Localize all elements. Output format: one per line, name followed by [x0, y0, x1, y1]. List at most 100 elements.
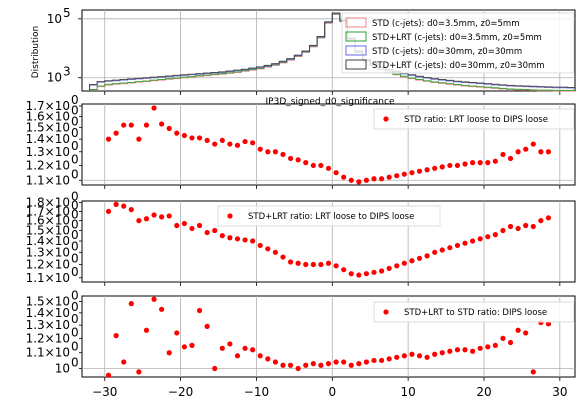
scatter-point: [530, 141, 536, 147]
scatter-point: [166, 350, 172, 356]
y-tick-exponent: 0: [71, 208, 79, 222]
y-tick-exponent: 0: [71, 356, 79, 370]
scatter-point: [113, 333, 119, 339]
y-tick-label: 1.6×10: [26, 109, 70, 123]
scatter-point: [234, 236, 241, 242]
scatter-point: [432, 165, 438, 171]
y-tick-exponent: 0: [71, 239, 79, 253]
scatter-point: [219, 137, 225, 143]
scatter-point: [454, 162, 461, 169]
scatter-point: [386, 174, 392, 180]
scatter-point: [348, 271, 354, 277]
scatter-point: [363, 359, 370, 365]
scatter-point: [333, 359, 339, 365]
scatter-point: [394, 263, 400, 269]
scatter-point: [196, 222, 203, 229]
y-tick-exponent: 0: [71, 228, 79, 242]
scatter-point: [432, 351, 438, 357]
scatter-point: [523, 146, 529, 152]
x-tick-label: −20: [168, 385, 193, 399]
scatter-point: [470, 238, 476, 244]
scatter-point: [348, 362, 354, 368]
legend-label: STD+LRT ratio: LRT loose to DIPS loose: [248, 212, 414, 222]
scatter-point: [341, 267, 347, 273]
scatter-point: [257, 146, 263, 152]
legend-label: STD+LRT (c-jets): d0=30mm, z0=30mm: [372, 61, 545, 71]
scatter-point: [303, 362, 309, 368]
x-tick-label: 30: [552, 385, 567, 399]
y-tick-label: 1.5×10: [26, 120, 70, 134]
scatter-point: [424, 354, 430, 360]
scatter-point: [105, 208, 112, 215]
scatter-point: [174, 130, 180, 136]
scatter-point: [181, 132, 187, 139]
scatter-point: [477, 236, 483, 242]
scatter-point: [500, 151, 506, 158]
y-tick-label: 1.6×10: [26, 214, 70, 228]
scatter-point: [378, 357, 385, 364]
legend-marker: [383, 116, 389, 122]
scatter-point: [492, 158, 498, 164]
legend-box: [341, 12, 575, 74]
y-tick-label: 1.1×10: [26, 346, 70, 360]
y-tick-exponent: 0: [71, 152, 79, 166]
scatter-point: [128, 122, 134, 128]
scatter-point: [166, 125, 172, 132]
scatter-point: [280, 362, 286, 368]
scatter-point: [378, 176, 385, 182]
scatter-point: [401, 171, 407, 177]
scatter-point: [227, 235, 233, 241]
scatter-point: [295, 365, 301, 372]
scatter-point: [318, 261, 324, 268]
y-ticks: 1.1×10 01.2×10 01.3×10 01.4×10 01.5×10 01.6×1…: [26, 190, 82, 285]
x-tick-label: 10: [400, 385, 415, 399]
histogram-series-line: [89, 12, 575, 91]
scatter-point: [515, 327, 521, 333]
scatter-point: [151, 105, 157, 111]
y-tick-exponent: 5: [63, 6, 71, 20]
scatter-point: [212, 227, 218, 234]
y-tick-label: 1.3×10: [26, 318, 70, 332]
scatter-point: [462, 161, 468, 167]
x-tick-label: 0: [328, 385, 336, 399]
scatter-point: [462, 347, 468, 353]
grid: [82, 104, 575, 189]
y-tick-label: 1.4×10: [26, 132, 70, 146]
scatter-point: [363, 271, 370, 277]
scatter-point: [204, 229, 210, 236]
scatter-point: [272, 149, 279, 155]
scatter-point: [105, 136, 112, 142]
scatter-point: [174, 222, 180, 229]
scatter-point: [287, 155, 294, 162]
scatter-point: [416, 168, 423, 174]
scatter-point: [378, 268, 385, 274]
scatter-point: [523, 330, 529, 336]
std-ratio-panel: 1.1×10 01.2×10 01.3×10 01.4×10 01.5×10 01.6×1…: [26, 93, 576, 189]
scatter-point: [341, 174, 347, 180]
scatter-point: [409, 170, 415, 176]
scatter-point: [447, 348, 453, 354]
y-tick-label: 1.3×10: [26, 145, 70, 159]
scatter-point: [333, 170, 339, 176]
y-tick-label: 1.7×10: [26, 204, 70, 218]
legend-marker: [227, 213, 233, 219]
scatter-point: [151, 296, 157, 302]
scatter-point: [113, 201, 119, 207]
y-tick-exponent: 0: [71, 190, 79, 204]
y-tick-exponent: 0: [71, 325, 79, 339]
scatter-point: [265, 356, 271, 362]
scatter-point: [401, 260, 407, 266]
scatter-point: [318, 162, 324, 169]
scatter-point: [272, 359, 279, 365]
scatter-point: [242, 138, 248, 145]
scatter-point: [325, 361, 332, 367]
scatter-point: [105, 372, 112, 378]
y-tick-label: 1.2×10: [26, 158, 70, 172]
scatter-point: [470, 160, 476, 166]
scatter-point: [212, 141, 218, 147]
scatter-point: [234, 142, 241, 148]
y-tick-exponent: 0: [71, 103, 79, 117]
scatter-point: [242, 345, 248, 351]
y-tick-label: 1.2×10: [26, 258, 70, 272]
scatter-point: [416, 353, 423, 359]
